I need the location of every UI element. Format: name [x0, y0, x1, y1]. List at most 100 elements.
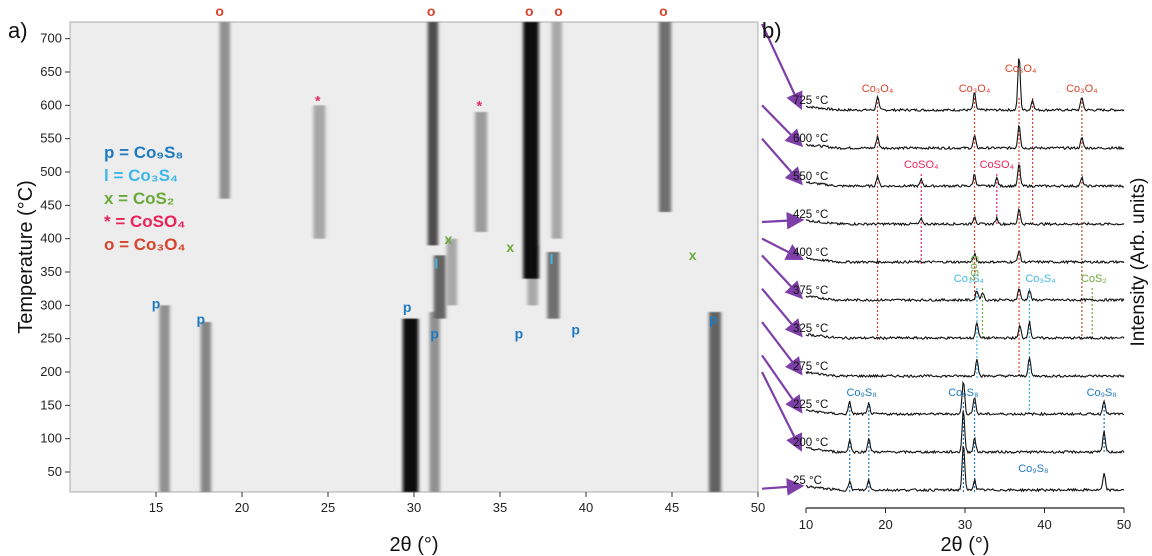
x-tick-label: 35	[493, 500, 507, 515]
y-tick-label: 500	[40, 164, 62, 179]
heatmap-band	[402, 318, 419, 492]
phase-marker-star: *	[477, 98, 483, 114]
trace-temperature-label: 275 °C	[793, 361, 828, 373]
phase-marker-p: p	[152, 296, 161, 312]
traces-axes: 10 20 30 40 50	[799, 507, 1131, 532]
panel-a-label: a)	[8, 18, 28, 43]
legend-entry: p = Co₉S₈	[104, 143, 183, 162]
heatmap-band	[219, 22, 230, 199]
y-tick-label: 300	[40, 297, 62, 312]
x-tick-label: 20	[235, 500, 249, 515]
peak-annotation-star: CoSO₄	[980, 159, 1015, 171]
peak-annotation-o: Co₃O₄	[959, 83, 991, 95]
heatmap-band	[551, 22, 562, 239]
heatmap-band	[427, 22, 439, 246]
y-tick-label: 550	[40, 131, 62, 146]
traces-x-tick-label: 20	[878, 517, 892, 532]
legend-entry: * = CoSO₄	[104, 212, 185, 231]
heatmap-bands	[159, 22, 722, 492]
traces-x-tick-label: 50	[1117, 517, 1131, 532]
x-tick-label: 40	[579, 500, 593, 515]
y-tick-label: 700	[40, 31, 62, 46]
y-tick-label: 650	[40, 64, 62, 79]
heatmap-band	[475, 112, 488, 232]
phase-marker-x: x	[506, 239, 514, 255]
peak-annotation-star: CoSO₄	[904, 159, 939, 171]
legend-entry: l = Co₃S₄	[104, 166, 178, 185]
phase-marker-o: o	[659, 3, 668, 19]
trace-line	[805, 356, 1125, 379]
connection-arrows	[761, 23, 805, 496]
y-tick-label: 150	[40, 397, 62, 412]
y-tick-label: 100	[40, 431, 62, 446]
arrow-to-trace	[761, 321, 803, 376]
phase-marker-o: o	[554, 3, 563, 19]
trace-temperature-label: 425 °C	[793, 209, 828, 221]
peak-annotation-p: Co₉S₈	[1087, 387, 1117, 399]
arrow-to-trace	[761, 104, 804, 148]
phase-marker-p: p	[430, 326, 439, 342]
heatmap-ylabel: Temperature (°C)	[15, 180, 37, 334]
phase-marker-l: l	[434, 256, 438, 272]
trace-temperature-label: 600 °C	[793, 133, 828, 145]
peak-annotation-l: Co₃S₄	[954, 273, 985, 285]
phase-marker-p: p	[515, 326, 524, 342]
peak-reference-lines	[849, 98, 1105, 492]
peak-annotation-o: Co₃O₄	[862, 83, 894, 95]
legend-entry: x = CoS₂	[104, 189, 174, 208]
y-tick-label: 200	[40, 364, 62, 379]
traces-x-tick-label: 30	[958, 517, 972, 532]
x-tick-label: 50	[751, 500, 765, 515]
phase-marker-p: p	[196, 311, 205, 327]
peak-annotation-l: Co₃S₄	[1025, 273, 1056, 285]
phase-marker-o: o	[427, 3, 436, 19]
arrow-to-trace	[761, 137, 803, 186]
arrow-to-trace	[761, 23, 803, 110]
panel-b-label: b)	[762, 18, 782, 43]
xrd-traces-panel: 10 20 30 40 50 725 °C 600 °C 550 °C 425 °C 400 °C…	[793, 58, 1131, 532]
phase-marker-o: o	[215, 3, 224, 19]
trace-temperature-label: 200 °C	[793, 437, 828, 449]
traces-xlabel: 2θ (°)	[940, 534, 989, 556]
y-tick-label: 250	[40, 331, 62, 346]
heatmap-band	[547, 252, 560, 319]
heatmap-band	[433, 255, 446, 319]
peak-annotation-o: Co₃O₄	[1005, 63, 1037, 75]
trace-line	[805, 411, 1125, 455]
heatmap-band	[659, 22, 672, 212]
trace-temperature-label: 375 °C	[793, 285, 828, 297]
y-tick-label: 450	[40, 197, 62, 212]
trace-temperature-label: 25 °C	[793, 475, 822, 487]
trace-line	[806, 164, 1125, 189]
arrow-to-trace	[761, 237, 804, 260]
peak-annotation-o: Co₃O₄	[1066, 83, 1098, 95]
heatmap-band	[159, 305, 170, 492]
trace-line	[805, 288, 1125, 303]
trace-line	[805, 250, 1125, 265]
y-tick-label: 50	[48, 464, 62, 479]
heatmap-band	[446, 238, 457, 306]
phase-legend: p = Co₉S₈ l = Co₃S₄ x = CoS₂ * = CoSO₄ o = C…	[104, 143, 186, 254]
arrow-to-trace	[761, 287, 803, 338]
phase-marker-p: p	[571, 322, 580, 338]
y-tick-label: 600	[40, 97, 62, 112]
arrow-to-trace	[761, 478, 805, 496]
phase-marker-p: p	[709, 311, 718, 327]
phase-marker-o: o	[525, 3, 534, 19]
arrow-to-trace	[761, 254, 804, 300]
phase-marker-p: p	[403, 299, 412, 315]
heatmap-band	[313, 105, 326, 239]
heatmap-axes: 15 20 25 30 35 40 45 50 50 100 150 200 250 300 350 400 4…	[40, 31, 765, 515]
arrow-to-trace	[761, 354, 803, 414]
heatmap-band	[523, 22, 539, 279]
y-tick-label: 400	[40, 231, 62, 246]
heatmap-panel: 15 20 25 30 35 40 45 50 50 100 150 200 250 300 350 400 4…	[40, 3, 765, 515]
trace-line	[805, 207, 1125, 227]
trace-line	[805, 320, 1125, 341]
trace-temperature-label: 550 °C	[793, 171, 828, 183]
trace-temperature-label: 225 °C	[793, 399, 828, 411]
x-tick-label: 45	[665, 500, 679, 515]
